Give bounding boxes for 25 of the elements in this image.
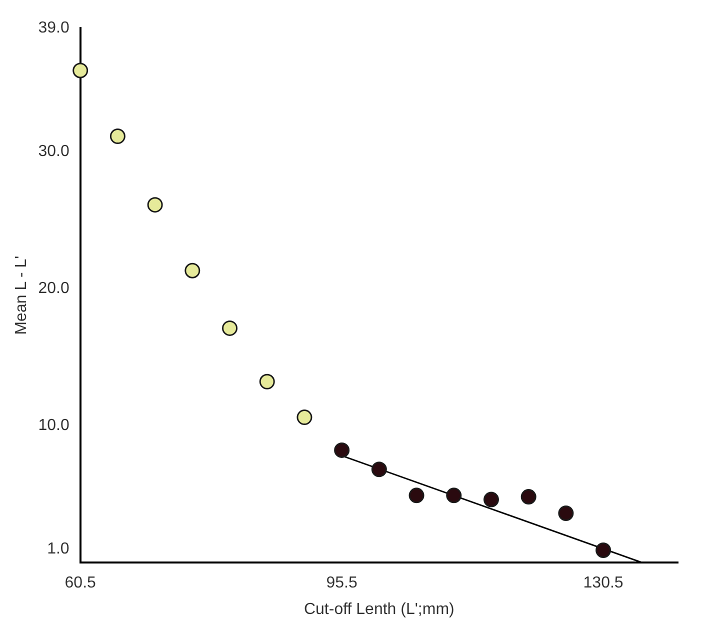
point: [147, 197, 163, 213]
point: [408, 488, 424, 504]
y-axis-title: Mean L - L': [13, 256, 30, 335]
x-tick-label: 95.5: [326, 574, 358, 592]
point: [259, 374, 275, 390]
point: [596, 542, 612, 558]
point: [72, 62, 88, 78]
point: [222, 320, 238, 336]
x-tick-label: 60.5: [64, 574, 96, 592]
y-tick-label: 1.0: [47, 540, 70, 558]
point: [110, 128, 126, 144]
point: [334, 442, 350, 458]
y-tick-label: 20.0: [38, 280, 70, 297]
point: [520, 489, 536, 505]
y-tick-label: 39.0: [38, 19, 70, 36]
point: [446, 488, 462, 504]
y-tick-label: 30.0: [38, 142, 70, 160]
point: [558, 506, 574, 522]
point: [184, 262, 200, 278]
point: [371, 462, 387, 478]
x-tick-label: 130.5: [583, 574, 624, 592]
x-axis-title: Cut-off Lenth (L';mm): [304, 600, 454, 618]
y-tick-label: 10.0: [38, 416, 70, 434]
point: [296, 410, 312, 426]
point: [483, 492, 499, 508]
